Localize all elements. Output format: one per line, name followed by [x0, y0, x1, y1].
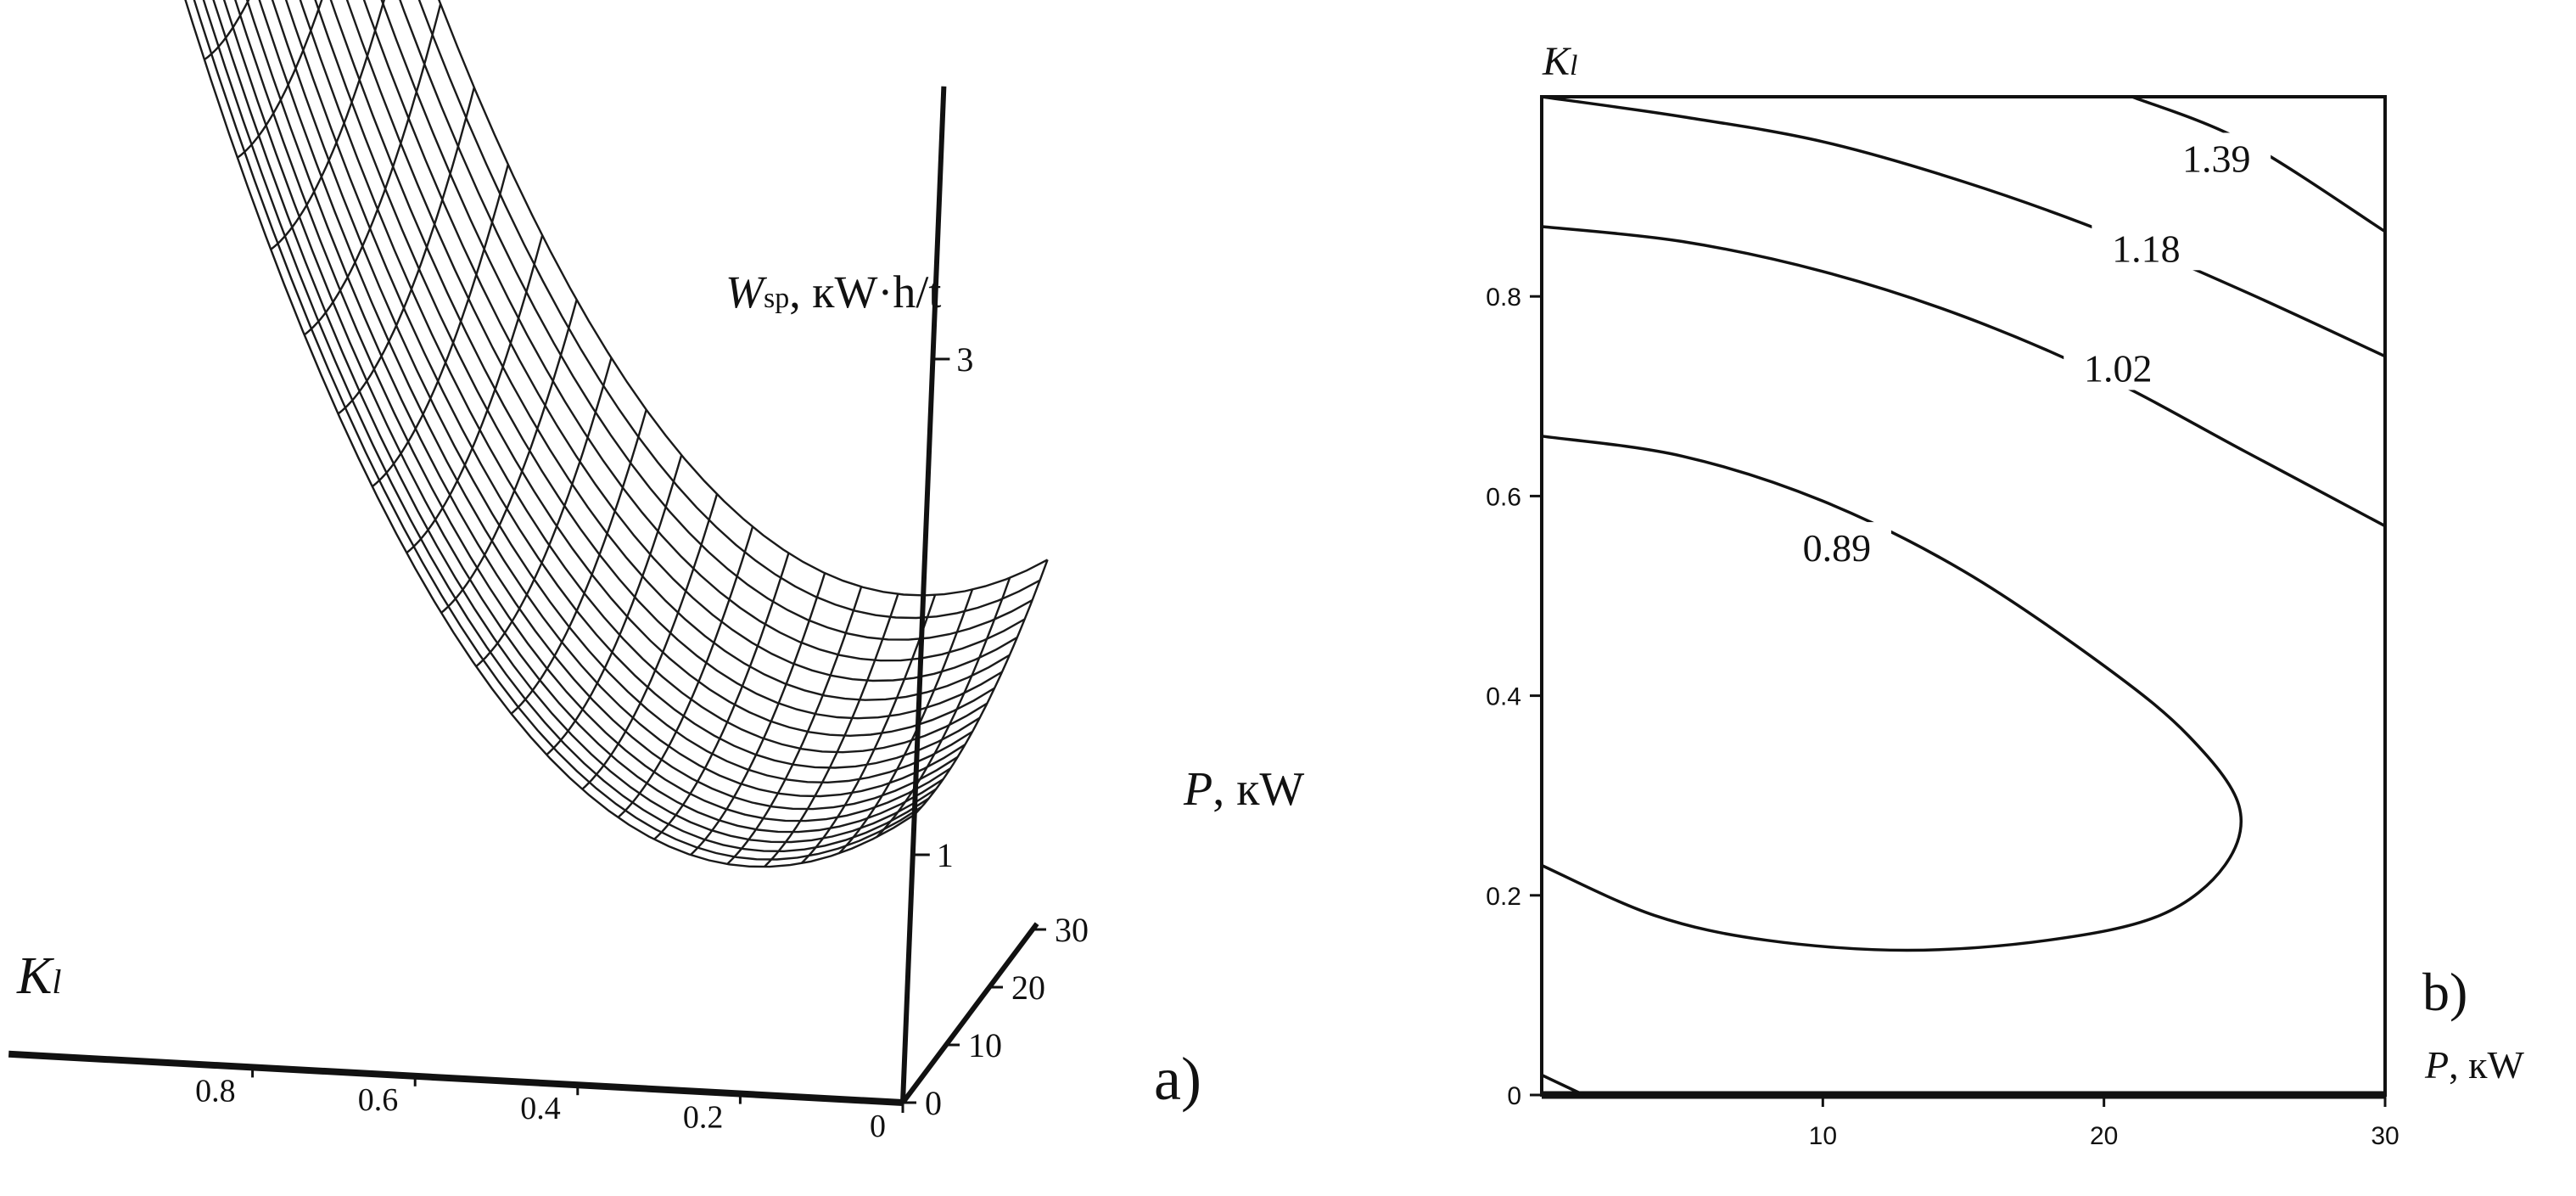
- mesh-line-p: [417, 0, 1041, 620]
- contour-label: 1.18: [2112, 227, 2181, 270]
- mesh-line-p: [271, 0, 973, 784]
- x-tick-label: 0.4: [520, 1091, 561, 1126]
- y-tick-label: 20: [1011, 969, 1045, 1007]
- x-tick-label: 0: [870, 1109, 886, 1144]
- y-axis-label: P, кW: [1183, 763, 1304, 816]
- contour-label-bg: [2092, 222, 2201, 271]
- mesh-line-p: [362, 0, 1018, 682]
- x-tick-label: 0.8: [195, 1073, 236, 1109]
- mesh-line-p: [258, 0, 966, 798]
- mesh-line-p: [193, 0, 922, 861]
- mesh-line-p: [299, 0, 988, 754]
- mesh-line-p: [245, 0, 959, 811]
- x-axis-label: Kl: [16, 947, 61, 1005]
- mesh-line-p: [184, 0, 916, 868]
- panel-b-contour-plot: 0.891.021.181.39 00.20.40.60.810 20 30 Kl …: [1486, 39, 2524, 1150]
- x-tick-label: 0.6: [358, 1082, 399, 1118]
- z-tick-label: 1: [937, 836, 954, 874]
- x-tick-label-b: 30: [2371, 1122, 2399, 1150]
- x-axis-line-a: [8, 1050, 904, 1106]
- panel-a-axes: [8, 86, 1039, 1106]
- mesh-line-p: [345, 0, 1011, 701]
- z-axis-line: [900, 86, 947, 1103]
- contour-lines: 0.89 1.02 1.18 1.39: [1541, 95, 2386, 1097]
- contour-line: [1541, 225, 2386, 528]
- x-tick-label-b: 10: [1809, 1122, 1837, 1150]
- y-tick-label-b: 0.2: [1486, 883, 1521, 911]
- y-tick-label-b: 0: [1507, 1082, 1521, 1110]
- contour-label: 1.39: [2182, 137, 2251, 180]
- contour-label: 0.89: [1803, 526, 1872, 570]
- surface-mesh: [184, 0, 1049, 868]
- mesh-line-p: [222, 0, 944, 834]
- panel-a-label: a): [1154, 1045, 1201, 1113]
- y-tick-label: 10: [968, 1026, 1002, 1064]
- y-tick-label-b: 0.4: [1486, 683, 1521, 711]
- mesh-line-p: [380, 0, 1026, 662]
- plot-frame: [1540, 95, 2387, 1097]
- mesh-line-p: [399, 0, 1033, 641]
- z-tick-label: 3: [956, 340, 973, 379]
- contour-label-bg: [1782, 522, 1891, 570]
- x-tick-label-b: 20: [2090, 1122, 2118, 1150]
- x-axis-label-b: P, кW: [2424, 1043, 2524, 1087]
- panel-b-ticks: 0 0.2 0.4 0.6 0.8 10 20 30: [1486, 284, 2399, 1150]
- mesh-line-k: [726, 586, 863, 865]
- mesh-line-p: [212, 0, 937, 844]
- y-axis-label-b: Kl: [1542, 39, 1577, 84]
- mesh-line-k: [204, 0, 250, 61]
- y-tick-label-b: 0.8: [1486, 284, 1521, 312]
- mesh-line-p: [314, 0, 995, 738]
- contour-line: [1541, 95, 2386, 358]
- mesh-line-p: [438, 0, 1049, 597]
- y-tick-label: 0: [925, 1084, 942, 1122]
- mesh-line-p: [284, 0, 981, 769]
- z-axis-label: Wsp, кW·h/t: [725, 267, 941, 317]
- y-axis-line-a: [900, 922, 1039, 1104]
- contour-line: [1541, 1073, 1585, 1097]
- contour-label-bg: [2162, 132, 2271, 181]
- contour-line: [1541, 435, 2243, 952]
- panel-b-label: b): [2422, 962, 2467, 1022]
- y-tick-label-b: 0.6: [1486, 483, 1521, 511]
- contour-label-bg: [2064, 342, 2173, 390]
- contour-label: 1.02: [2084, 346, 2153, 390]
- mesh-line-p: [202, 0, 930, 853]
- mesh-line-p: [234, 0, 951, 823]
- mesh-line-p: [329, 0, 1003, 720]
- y-tick-label: 30: [1055, 911, 1089, 949]
- x-tick-label: 0.2: [683, 1100, 724, 1136]
- mesh-line-k: [270, 0, 385, 250]
